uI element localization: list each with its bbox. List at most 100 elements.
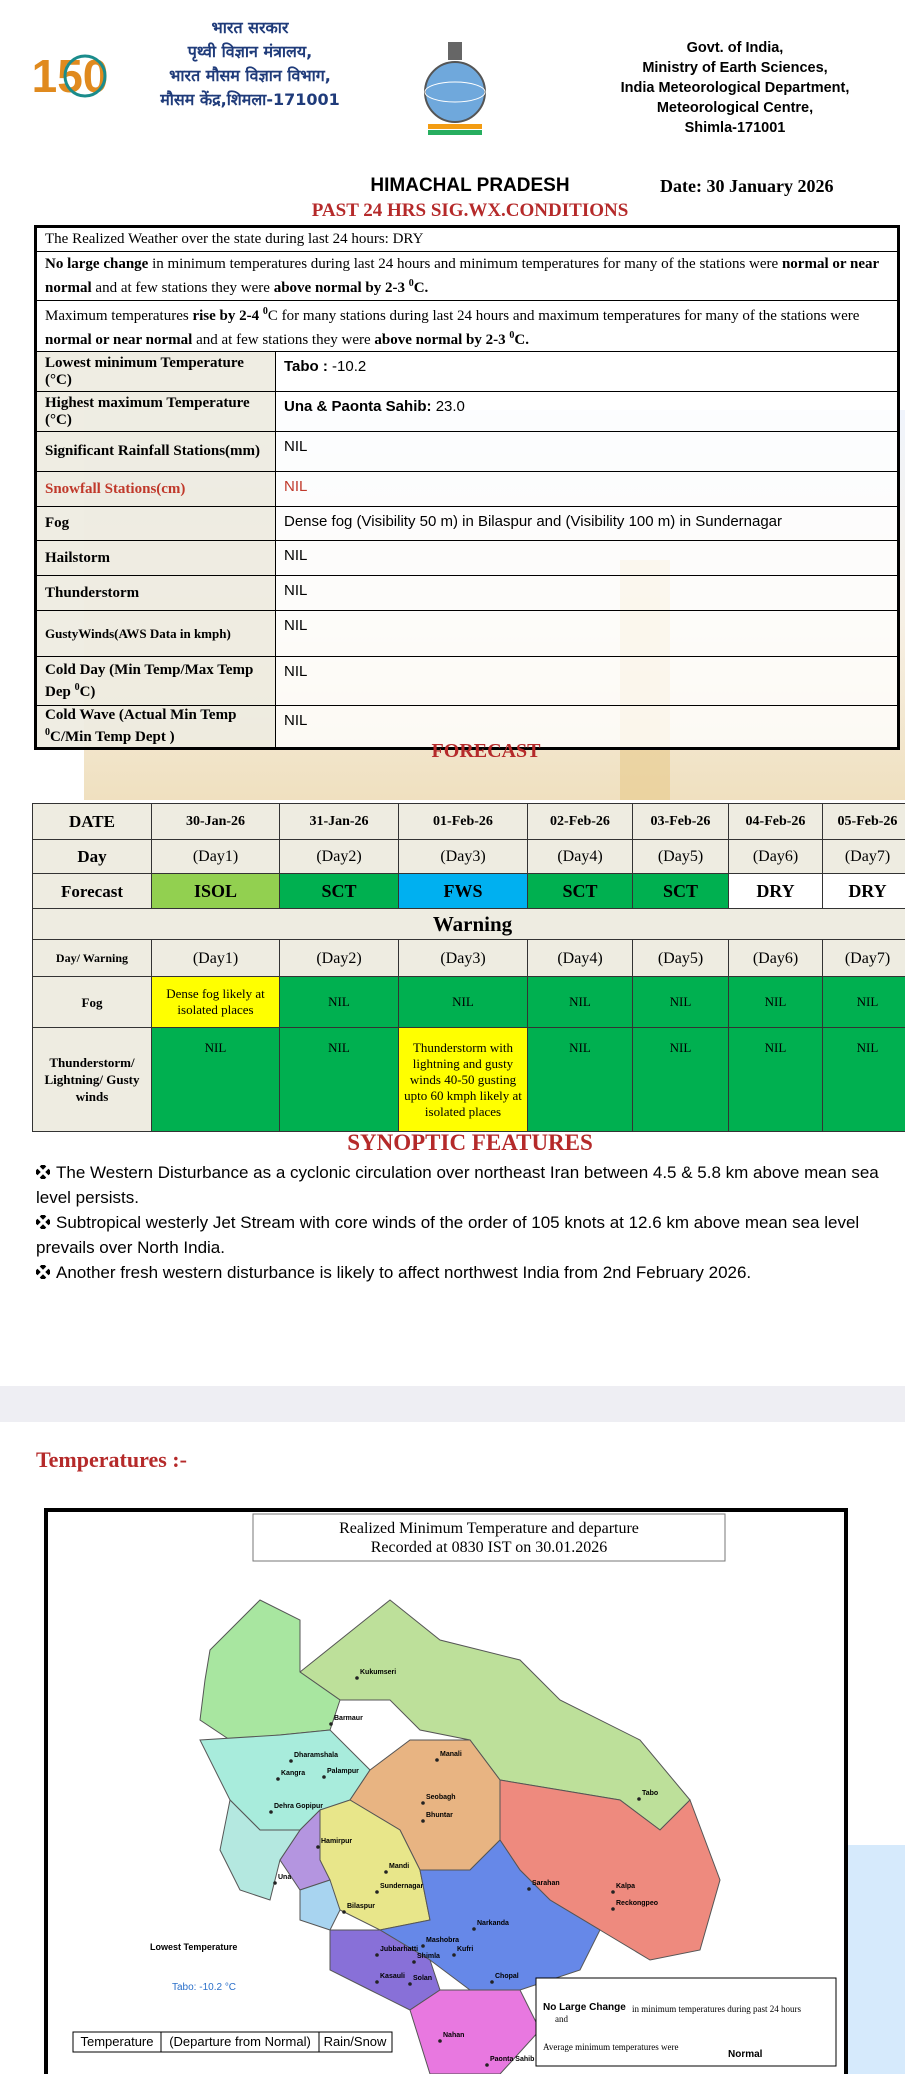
station-dot bbox=[490, 1980, 494, 1984]
row-value: Dense fog (Visibility 50 m) in Bilaspur … bbox=[275, 506, 899, 541]
cell: (Day1) bbox=[151, 839, 280, 874]
cell: 03-Feb-26 bbox=[632, 803, 729, 840]
districts bbox=[199, 1599, 721, 2074]
bullet-diamond bbox=[45, 1168, 50, 1176]
bullet-text: The Western Disturbance as a cyclonic ci… bbox=[36, 1163, 879, 1207]
row: Significant Rainfall Stations(mm) NIL bbox=[35, 431, 899, 472]
english-line: Govt. of India, bbox=[686, 40, 784, 56]
row-label: Thunderstorm/ Lightning/ Gusty winds bbox=[32, 1027, 152, 1132]
cell: (Day2) bbox=[279, 939, 399, 977]
bullet-item: Subtropical westerly Jet Stream with cor… bbox=[36, 1210, 896, 1260]
warning-cell: NIL bbox=[822, 976, 905, 1028]
cell: 04-Feb-26 bbox=[728, 803, 823, 840]
cell: (Day2) bbox=[279, 839, 399, 874]
row: No large change in minimum temperatures … bbox=[35, 251, 899, 301]
row: Day (Day1) (Day2) (Day3) (Day4) (Day5) (Day6)(… bbox=[32, 839, 905, 874]
row-label: Cold Day (Min Temp/Max Temp Dep 0C) bbox=[35, 656, 276, 706]
bullet-diamond bbox=[39, 1274, 47, 1279]
legend-label: Temperature bbox=[81, 2034, 154, 2049]
value-text: Dense fog (Visibility 50 m) in Bilaspur … bbox=[284, 513, 783, 530]
district bbox=[199, 1729, 371, 1831]
label-text: 0 bbox=[74, 681, 80, 693]
cell: Maximum temperatures rise by 2-4 0C for … bbox=[35, 300, 899, 352]
warning-cell: Thunderstorm with lightning and gusty wi… bbox=[398, 1027, 528, 1132]
station-name: Kufri bbox=[457, 1946, 473, 1953]
row: The Realized Weather over the state duri… bbox=[35, 226, 899, 252]
row: Cold Day (Min Temp/Max Temp Dep 0C) NIL bbox=[35, 656, 899, 706]
map-title: Realized Minimum Temperature and departu… bbox=[339, 1520, 639, 1537]
row: Snowfall Stations(cm) NIL bbox=[35, 471, 899, 507]
row: Hailstorm NIL bbox=[35, 540, 899, 576]
bullet-diamond bbox=[39, 1224, 47, 1229]
warning-cell: NIL bbox=[728, 1027, 823, 1132]
label-text: GustyWinds(AWS Data in kmph) bbox=[45, 626, 231, 641]
station-name: Dharamshala bbox=[294, 1752, 338, 1759]
value-text: NIL bbox=[284, 478, 308, 495]
station-name: Reckongpeo bbox=[616, 1900, 658, 1907]
station-dot bbox=[637, 1797, 641, 1801]
cell: ISOL bbox=[151, 873, 280, 909]
background-block bbox=[847, 1845, 905, 2074]
row-value: NIL bbox=[275, 705, 899, 749]
english-line: Meteorological Centre, bbox=[656, 100, 814, 116]
value-text: NIL bbox=[284, 617, 308, 634]
station-dot bbox=[375, 1980, 379, 1984]
station-dot bbox=[611, 1890, 615, 1894]
row-value: Tabo : -10.2 bbox=[275, 351, 899, 392]
cell: (Day6) bbox=[728, 839, 823, 874]
label-text: Cold Wave (Actual Min Temp bbox=[45, 707, 237, 723]
district bbox=[299, 1879, 341, 1931]
value-text: 23.0 bbox=[435, 398, 465, 415]
bullet-text: Another fresh western disturbance is lik… bbox=[56, 1263, 752, 1282]
station-name: Paonta Sahib bbox=[490, 2056, 534, 2063]
cell: (Day6) bbox=[728, 939, 823, 977]
station-name: Mashobra bbox=[426, 1937, 459, 1944]
hindi-line: भारत मौसम विज्ञान विभाग, bbox=[169, 66, 331, 85]
bullet-diamond bbox=[39, 1215, 47, 1220]
row: Fog Dense fog (Visibility 50 m) in Bilasp… bbox=[35, 506, 899, 541]
station-name: Nahan bbox=[443, 2032, 464, 2039]
district bbox=[299, 1599, 691, 1831]
row: Fog Dense fog likely at isolated places NI… bbox=[32, 976, 905, 1028]
bullet-diamond bbox=[39, 1265, 47, 1270]
cell: DRY bbox=[822, 873, 905, 909]
row: DATE 30-Jan-26 31-Jan-26 01-Feb-26 02-Feb-26… bbox=[32, 803, 905, 840]
cell: (Day3) bbox=[398, 839, 528, 874]
station-dot bbox=[421, 1819, 425, 1823]
forecast-table: DATE 30-Jan-26 31-Jan-26 01-Feb-26 02-Feb-26… bbox=[32, 803, 905, 1132]
district bbox=[279, 1808, 331, 1891]
map-frame bbox=[44, 1508, 848, 2074]
station-dot bbox=[438, 2039, 442, 2043]
station-dot bbox=[342, 1910, 346, 1914]
row-label: Forecast bbox=[32, 873, 152, 909]
station-name: Barmaur bbox=[334, 1715, 363, 1722]
district bbox=[319, 1799, 431, 1931]
value-text: NIL bbox=[284, 547, 308, 564]
bullet-diamond bbox=[39, 1174, 47, 1179]
row-label: Highest maximum Temperature (°C) bbox=[35, 391, 276, 432]
station-name: Jubbarhatti bbox=[380, 1946, 418, 1953]
row-value: NIL bbox=[275, 540, 899, 576]
text: C bbox=[267, 308, 278, 324]
station-name: Tabo bbox=[642, 1790, 658, 1797]
label-text: Snowfall Stations(cm) bbox=[45, 480, 186, 497]
note-text: in minimum temperatures during past 24 h… bbox=[632, 2004, 801, 2014]
cell: SCT bbox=[279, 873, 399, 909]
row-value: NIL bbox=[275, 656, 899, 706]
cell: SCT bbox=[632, 873, 729, 909]
row-label: Thunderstorm bbox=[35, 575, 276, 611]
text: above normal by 2-3 bbox=[374, 332, 510, 348]
value-text: NIL bbox=[284, 438, 308, 455]
state-title: HIMACHAL PRADESH bbox=[370, 175, 570, 196]
row-value: NIL bbox=[275, 471, 899, 507]
page-divider bbox=[0, 1386, 905, 1422]
text: 0 bbox=[408, 277, 414, 289]
station-dot bbox=[276, 1777, 280, 1781]
label-text: Fog bbox=[45, 515, 70, 531]
bullet-item: The Western Disturbance as a cyclonic ci… bbox=[36, 1160, 896, 1210]
cell: (Day1) bbox=[151, 939, 280, 977]
warning-title: Warning bbox=[32, 908, 905, 940]
district bbox=[378, 1839, 601, 1991]
past-title: PAST 24 HRS SIG.WX.CONDITIONS bbox=[311, 200, 629, 221]
